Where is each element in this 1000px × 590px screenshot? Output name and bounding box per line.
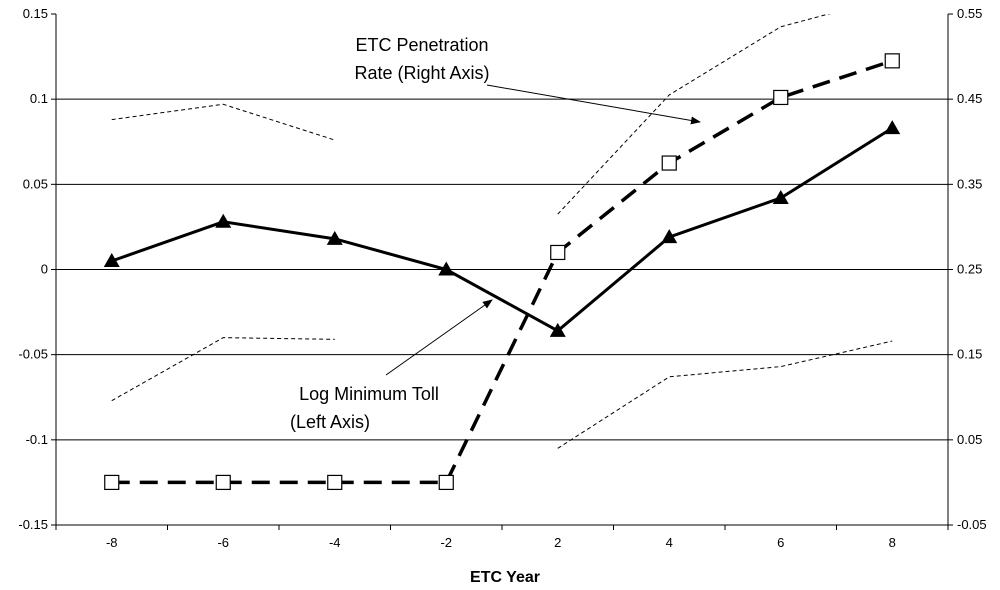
- x-tick-label: -8: [106, 535, 118, 550]
- x-tick-label: -2: [440, 535, 452, 550]
- toll-ci-upper: [111, 103, 335, 141]
- x-tick-label: -4: [329, 535, 341, 550]
- etc-penetration-point: [327, 474, 343, 491]
- annotation-etc-arrow: [486, 84, 701, 125]
- etc-penetration-point: [215, 474, 231, 491]
- series-layer: [103, 53, 901, 491]
- tick-labels: 0.15 0.1 0.05 0 -0.05 -0.1 -0.15 0.55 0.45 0.35 0.…: [18, 6, 986, 550]
- log-min-toll-point: [438, 261, 455, 276]
- right-tick-label: 0.45: [957, 91, 982, 106]
- log-min-toll-point: [103, 252, 120, 267]
- log-min-toll-line: [111, 126, 894, 333]
- annotation-toll-line1: Log Minimum Toll: [299, 384, 439, 404]
- etc-penetration-point: [773, 89, 789, 106]
- right-tick-label: 0.15: [957, 347, 982, 362]
- toll-ci-lower: [111, 337, 335, 402]
- x-tick-label: 8: [889, 535, 896, 550]
- etc-ci-upper: [557, 14, 831, 215]
- x-axis-title: ETC Year: [470, 569, 540, 586]
- toll-ci-lower: [557, 340, 893, 449]
- x-tick-label: -6: [217, 535, 229, 550]
- left-tick-label: 0.05: [23, 176, 48, 191]
- log-min-toll-point: [772, 189, 789, 204]
- x-tick-label: 2: [554, 535, 561, 550]
- etc-penetration-point: [104, 474, 120, 491]
- etc-penetration-point: [661, 155, 677, 171]
- x-tick-label: 6: [777, 535, 784, 550]
- confidence-bands: [111, 14, 893, 449]
- right-tick-label: 0.35: [957, 176, 982, 191]
- annotation-etc-penetration: ETC Penetration Rate (Right Axis): [354, 35, 701, 125]
- right-tick-label: 0.25: [957, 262, 982, 277]
- etc-penetration-point: [884, 53, 900, 69]
- annotation-log-toll: Log Minimum Toll (Left Axis): [290, 299, 493, 432]
- left-tick-label: 0: [41, 262, 48, 277]
- log-min-toll-point: [549, 322, 566, 337]
- etc-penetration-line: [111, 59, 893, 485]
- annotation-toll-arrow: [385, 299, 493, 376]
- log-min-toll-point: [661, 229, 678, 244]
- x-tick-label: 4: [666, 535, 673, 550]
- axes: [51, 13, 953, 530]
- right-tick-label: -0.05: [957, 517, 987, 532]
- annotation-etc-line2: Rate (Right Axis): [354, 63, 489, 83]
- log-min-toll-point: [215, 213, 232, 228]
- log-min-toll-point: [326, 230, 343, 245]
- left-tick-label: -0.1: [26, 432, 48, 447]
- gridlines: [56, 98, 948, 441]
- log-min-toll-point: [884, 120, 901, 135]
- right-tick-label: 0.05: [957, 432, 982, 447]
- annotation-toll-line2: (Left Axis): [290, 412, 370, 432]
- right-tick-label: 0.55: [957, 6, 982, 21]
- annotation-etc-line1: ETC Penetration: [355, 35, 488, 55]
- left-tick-label: -0.15: [18, 517, 48, 532]
- etc-penetration-point: [550, 244, 566, 261]
- left-tick-label: -0.05: [18, 347, 48, 362]
- etc-penetration-point: [438, 474, 454, 491]
- left-tick-label: 0.15: [23, 6, 48, 21]
- left-tick-label: 0.1: [30, 91, 48, 106]
